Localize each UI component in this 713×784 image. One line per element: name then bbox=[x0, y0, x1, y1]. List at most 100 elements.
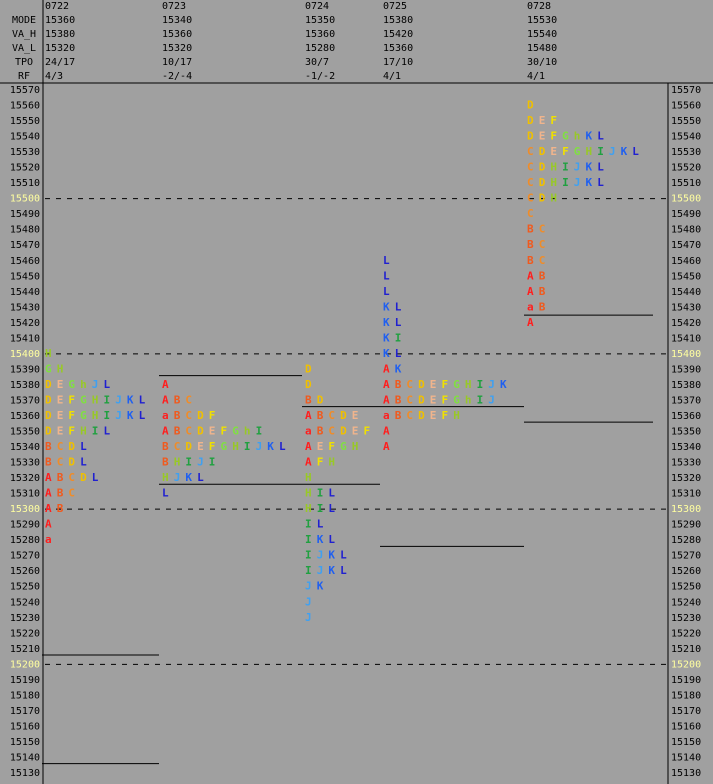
price-label-right: 15190 bbox=[671, 675, 701, 686]
tpo-letter: B bbox=[174, 425, 181, 438]
tpo-letter: K bbox=[621, 145, 628, 158]
tpo-letter: G bbox=[340, 440, 347, 453]
day-stat: 15320 bbox=[45, 43, 75, 54]
tpo-letter: H bbox=[162, 471, 169, 484]
tpo-letter: B bbox=[527, 238, 534, 251]
tpo-letter: B bbox=[539, 269, 546, 282]
tpo-letter: C bbox=[68, 487, 75, 500]
tpo-letter: H bbox=[232, 440, 239, 453]
tpo-letter: B bbox=[317, 409, 324, 422]
tpo-letter: E bbox=[57, 393, 64, 406]
tpo-letter: A bbox=[383, 362, 390, 375]
price-label-left: 15260 bbox=[10, 566, 40, 577]
price-label-right: 15400 bbox=[671, 349, 701, 360]
day-date: 0722 bbox=[45, 1, 69, 12]
day-stat: 15480 bbox=[527, 43, 557, 54]
tpo-letter: B bbox=[57, 471, 64, 484]
price-label-left: 15380 bbox=[10, 380, 40, 391]
tpo-letter: B bbox=[527, 254, 534, 267]
tpo-letter: L bbox=[162, 487, 169, 500]
tpo-letter: K bbox=[586, 130, 593, 143]
price-label-right: 15380 bbox=[671, 380, 701, 391]
header-label: MODE bbox=[12, 15, 36, 26]
tpo-letter: L bbox=[80, 456, 87, 469]
tpo-letter: C bbox=[328, 409, 335, 422]
tpo-letter: C bbox=[185, 393, 192, 406]
tpo-letter: A bbox=[527, 285, 534, 298]
tpo-letter: D bbox=[305, 378, 312, 391]
tpo-letter: C bbox=[185, 409, 192, 422]
price-label-right: 15440 bbox=[671, 287, 701, 298]
tpo-letter: L bbox=[597, 176, 604, 189]
price-label-right: 15540 bbox=[671, 132, 701, 143]
price-label-right: 15360 bbox=[671, 411, 701, 422]
price-label-left: 15480 bbox=[10, 225, 40, 236]
tpo-letter: h bbox=[465, 393, 472, 406]
tpo-letter: F bbox=[550, 130, 557, 143]
day-stat: 15360 bbox=[162, 29, 192, 40]
tpo-letter: C bbox=[406, 393, 413, 406]
tpo-letter: K bbox=[395, 362, 402, 375]
price-label-left: 15340 bbox=[10, 442, 40, 453]
tpo-letter: E bbox=[430, 393, 437, 406]
tpo-letter: L bbox=[597, 130, 604, 143]
tpo-letter: D bbox=[539, 161, 546, 174]
tpo-letter: B bbox=[527, 223, 534, 236]
tpo-letter: F bbox=[364, 425, 371, 438]
tpo-letter: F bbox=[562, 145, 569, 158]
price-label-right: 15170 bbox=[671, 706, 701, 717]
tpo-letter: B bbox=[57, 487, 64, 500]
tpo-letter: K bbox=[317, 580, 324, 593]
tpo-letter: J bbox=[574, 176, 581, 189]
tpo-letter: B bbox=[57, 502, 64, 515]
tpo-letter: B bbox=[317, 425, 324, 438]
tpo-letter: E bbox=[209, 425, 216, 438]
tpo-letter: C bbox=[68, 471, 75, 484]
tpo-letter: K bbox=[267, 440, 274, 453]
tpo-letter: a bbox=[527, 300, 534, 313]
tpo-letter: I bbox=[562, 176, 569, 189]
tpo-letter: K bbox=[586, 161, 593, 174]
tpo-letter: L bbox=[395, 300, 402, 313]
price-label-left: 15170 bbox=[10, 706, 40, 717]
price-label-left: 15190 bbox=[10, 675, 40, 686]
tpo-letter: D bbox=[527, 130, 534, 143]
price-label-right: 15300 bbox=[671, 504, 701, 515]
price-label-right: 15450 bbox=[671, 271, 701, 282]
tpo-letter: L bbox=[340, 564, 347, 577]
tpo-letter: J bbox=[305, 611, 312, 624]
price-label-left: 15370 bbox=[10, 395, 40, 406]
day-date: 0728 bbox=[527, 1, 551, 12]
price-label-right: 15370 bbox=[671, 395, 701, 406]
price-label-left: 15550 bbox=[10, 116, 40, 127]
price-label-right: 15490 bbox=[671, 209, 701, 220]
price-label-left: 15540 bbox=[10, 132, 40, 143]
day-stat: 15530 bbox=[527, 15, 557, 26]
price-label-left: 15250 bbox=[10, 582, 40, 593]
price-label-right: 15330 bbox=[671, 458, 701, 469]
tpo-letter: L bbox=[383, 254, 390, 267]
tpo-letter: F bbox=[68, 409, 75, 422]
day-stat: 15380 bbox=[45, 29, 75, 40]
tpo-letter: H bbox=[45, 347, 52, 360]
tpo-letter: K bbox=[586, 176, 593, 189]
tpo-letter: K bbox=[127, 409, 134, 422]
price-label-left: 15180 bbox=[10, 690, 40, 701]
day-stat: -2/-4 bbox=[162, 71, 192, 82]
tpo-letter: D bbox=[197, 425, 204, 438]
header-label: VA_H bbox=[12, 29, 36, 40]
tpo-letter: J bbox=[92, 378, 99, 391]
price-label-right: 15260 bbox=[671, 566, 701, 577]
price-label-left: 15530 bbox=[10, 147, 40, 158]
tpo-letter: H bbox=[586, 145, 593, 158]
tpo-letter: H bbox=[465, 378, 472, 391]
header-label: VA_L bbox=[12, 43, 36, 54]
tpo-letter: J bbox=[317, 549, 324, 562]
tpo-letter: L bbox=[104, 378, 111, 391]
price-label-left: 15440 bbox=[10, 287, 40, 298]
tpo-letter: L bbox=[317, 518, 324, 531]
tpo-letter: a bbox=[162, 409, 169, 422]
price-label-left: 15200 bbox=[10, 659, 40, 670]
tpo-letter: A bbox=[383, 425, 390, 438]
